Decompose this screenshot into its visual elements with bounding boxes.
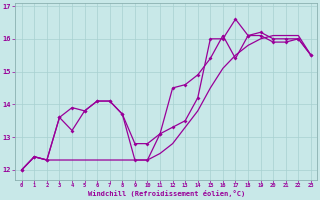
X-axis label: Windchill (Refroidissement éolien,°C): Windchill (Refroidissement éolien,°C) xyxy=(88,190,245,197)
